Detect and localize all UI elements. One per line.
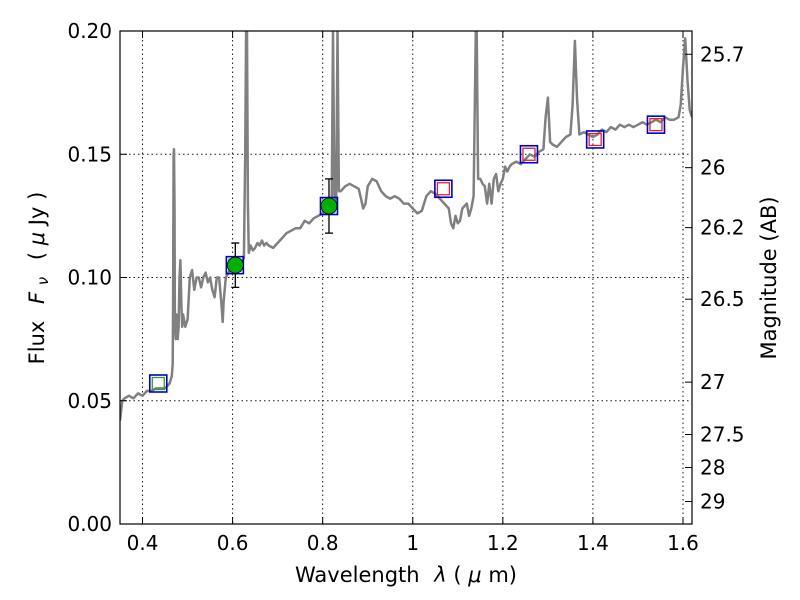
x-tick-label: 1: [406, 531, 419, 555]
y2-tick-label: 26: [700, 156, 725, 180]
model-photometry-inner-box: [649, 118, 663, 132]
model-photometry-box: [646, 115, 666, 134]
model-photometry-inner-box: [588, 132, 602, 147]
model-photometry-layer: [148, 115, 666, 393]
y-tick-label: 0.20: [67, 19, 112, 43]
y-tick-label: 0.05: [67, 389, 112, 413]
x-tick-label: 0.8: [307, 531, 339, 555]
y2-tick-label: 25.7: [700, 42, 745, 66]
y-tick-label: 0.00: [67, 512, 112, 536]
y2-tick-label: 29: [700, 490, 725, 514]
observed-points-layer: [226, 178, 338, 289]
y2-tick-label: 28: [700, 456, 725, 480]
observed-point: [320, 197, 338, 215]
model-spectrum-line: [120, 31, 692, 421]
y2-axis-label: Magnitude (AB): [757, 196, 781, 359]
x-tick-label: 1.4: [577, 531, 609, 555]
x-tick-label: 1.2: [487, 531, 519, 555]
model-photometry-box: [519, 144, 539, 164]
model-photometry-box: [148, 374, 168, 393]
y2-tick-label: 26.5: [700, 287, 745, 311]
y-axis-label: Flux F ν ( μ Jy ): [25, 192, 53, 365]
model-photometry-box: [585, 130, 605, 149]
ticks: 0.4 0.6 0.8 1 1.2 1.4 1.6 0.00 0.05 0.10 0.15 0.20 2…: [67, 19, 744, 555]
y2-tick-label: 26.2: [700, 216, 745, 240]
model-spectrum-layer: [120, 31, 692, 421]
x-tick-label: 1.6: [667, 531, 699, 555]
observed-point: [226, 256, 244, 274]
model-photometry-box: [434, 179, 453, 199]
y2-tick-label: 27: [700, 370, 725, 394]
x-tick-label: 0.6: [217, 531, 249, 555]
y-tick-label: 0.15: [67, 142, 112, 166]
model-photometry-inner-box: [522, 147, 536, 161]
y2-tick-label: 27.5: [700, 422, 745, 446]
y-tick-label: 0.10: [67, 266, 112, 290]
model-photometry-inner-box: [436, 182, 451, 196]
x-axis-label: Wavelength λ ( μ m): [295, 563, 517, 587]
x-tick-label: 0.4: [127, 531, 159, 555]
model-photometry-inner-box: [151, 376, 165, 391]
